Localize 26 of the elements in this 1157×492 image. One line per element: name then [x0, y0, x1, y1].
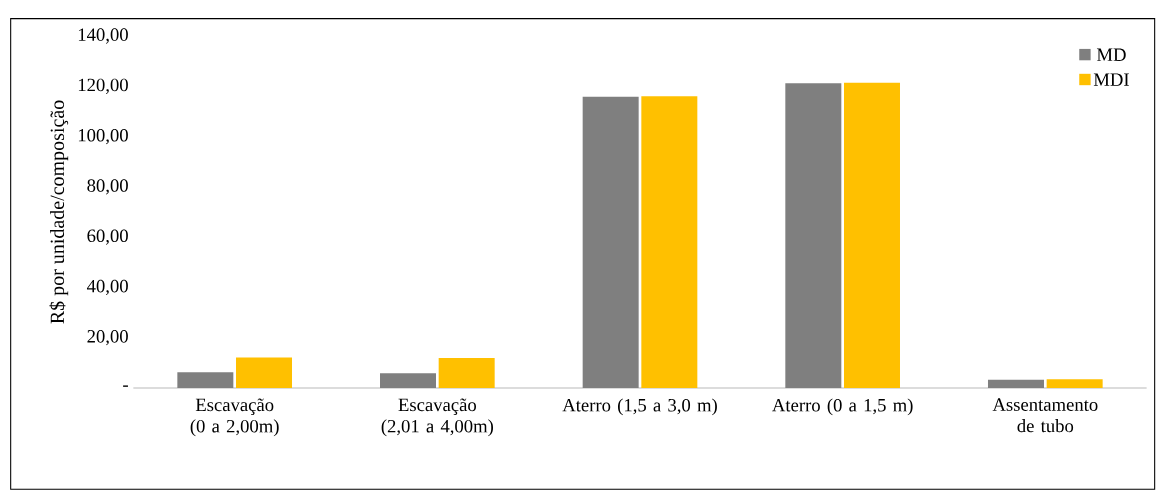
y-tick-label: 80,00 — [87, 179, 128, 195]
x-tick-label: Assentamento de tubo — [992, 398, 1098, 433]
y-tick-label: 120,00 — [78, 78, 128, 94]
x-tick-label: Aterro (1,5 a 3,0 m) — [562, 398, 717, 416]
x-tick-label: Aterro (0 a 1,5 m) — [772, 398, 913, 416]
bar — [236, 357, 293, 388]
y-tick-label: 20,00 — [87, 330, 128, 346]
bar — [641, 96, 698, 388]
bar — [843, 82, 900, 388]
y-tick-label: 40,00 — [86, 279, 128, 296]
bar — [380, 373, 436, 388]
y-tick-label: 140,00 — [78, 28, 128, 44]
y-tick-label: - — [123, 385, 128, 387]
legend-label: MDI — [1093, 73, 1129, 86]
y-tick-label: 60,00 — [87, 229, 128, 245]
x-tick-label: Escavação (0 a 2,00m) — [190, 398, 279, 437]
x-tick-label: Escavação (2,01 a 4,00m) — [381, 398, 494, 437]
bar — [438, 358, 495, 388]
bar — [987, 379, 1044, 388]
y-tick-label: 100,00 — [78, 128, 128, 145]
bar — [1046, 379, 1103, 388]
y-axis-title: R$ por unidade/composição — [49, 100, 69, 324]
bar — [785, 83, 842, 388]
legend-label: MD — [1096, 48, 1126, 61]
bar — [582, 96, 639, 388]
bar — [177, 372, 234, 388]
